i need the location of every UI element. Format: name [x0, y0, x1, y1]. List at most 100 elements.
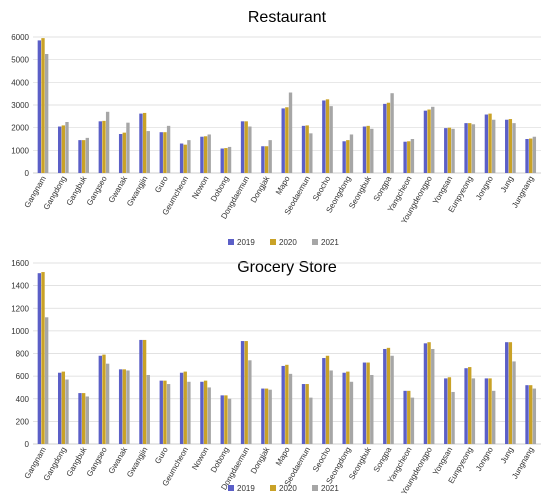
restaurant-legend-swatch-2019	[228, 239, 234, 245]
grocery-legend-label-2020: 2020	[279, 484, 297, 493]
grocery-bar-2020	[488, 378, 492, 444]
grocery-y-tick-label: 1600	[11, 259, 29, 268]
restaurant-y-tick-label: 6000	[11, 33, 29, 42]
grocery-bar-2021	[309, 397, 313, 444]
grocery-bar-2019	[403, 390, 407, 444]
restaurant-bar-2019	[78, 140, 82, 173]
grocery-y-tick-label: 800	[16, 350, 30, 359]
grocery-bar-2021	[532, 388, 537, 444]
restaurant-bar-2020	[386, 102, 391, 173]
restaurant-bar-2020	[427, 109, 431, 173]
restaurant-legend-swatch-2020	[270, 239, 276, 245]
grocery-legend-label-2019: 2019	[237, 484, 255, 493]
grocery-bar-2019	[342, 372, 346, 444]
grocery-bar-2020	[447, 377, 452, 444]
grocery-bar-2019	[98, 355, 102, 444]
grocery-bar-2021	[105, 363, 110, 444]
restaurant-bar-2019	[281, 108, 285, 173]
restaurant-bar-2020	[325, 99, 330, 173]
grocery-bar-2020	[305, 384, 309, 444]
restaurant-bar-2021	[85, 137, 89, 173]
grocery-bar-2019	[78, 393, 82, 444]
grocery-bar-2021	[410, 397, 415, 444]
grocery-bar-2019	[37, 273, 42, 444]
restaurant-bar-2021	[166, 125, 171, 173]
grocery-bar-2019	[505, 342, 509, 444]
restaurant-bar-2020	[244, 121, 248, 173]
restaurant-bar-2019	[505, 119, 509, 173]
grocery-bar-2020	[203, 380, 208, 444]
restaurant-bar-2019	[525, 139, 529, 173]
restaurant-bar-2021	[146, 131, 150, 173]
restaurant-bar-2019	[179, 143, 184, 173]
restaurant-bar-2021	[410, 139, 415, 173]
grocery-bar-2020	[346, 371, 350, 444]
grocery-bar-2020	[366, 362, 370, 444]
restaurant-bar-2020	[61, 125, 66, 173]
grocery-bar-2020	[61, 371, 66, 444]
restaurant-bar-2019	[57, 126, 62, 173]
grocery-bar-2019	[240, 341, 245, 444]
restaurant-x-tick-label: Mapo	[274, 174, 292, 196]
grocery-bar-2021	[471, 378, 476, 444]
restaurant-bar-2020	[508, 119, 513, 173]
restaurant-y-tick-label: 4000	[11, 78, 29, 87]
restaurant-legend-swatch-2021	[312, 239, 318, 245]
grocery-bar-2019	[525, 385, 529, 444]
grocery-bar-2020	[529, 385, 533, 444]
grocery-y-tick-label: 200	[16, 417, 30, 426]
restaurant-bar-2021	[65, 122, 69, 173]
restaurant-bar-2021	[126, 122, 130, 173]
restaurant-bar-2021	[390, 93, 394, 173]
grocery-bar-2019	[322, 358, 326, 444]
grocery-bar-2019	[362, 362, 367, 444]
grocery-bar-2019	[281, 365, 285, 444]
grocery-bar-2019	[383, 348, 387, 444]
grocery-bar-2020	[41, 272, 45, 444]
grocery-bar-2020	[325, 355, 330, 444]
grocery-bar-2019	[301, 384, 306, 444]
restaurant-legend-label-2021: 2021	[321, 238, 339, 247]
grocery-bar-2021	[431, 348, 435, 444]
restaurant-bar-2020	[468, 123, 472, 173]
restaurant-bar-2019	[484, 114, 489, 173]
grocery-y-tick-label: 1400	[11, 282, 29, 291]
restaurant-legend-label-2019: 2019	[237, 238, 255, 247]
restaurant-x-tick-label: Dobong	[209, 174, 231, 203]
restaurant-y-tick-label: 5000	[11, 56, 29, 65]
grocery-legend-swatch-2021	[312, 485, 318, 491]
restaurant-y-tick-label: 2000	[11, 124, 29, 133]
restaurant-bar-2021	[268, 140, 272, 173]
restaurant-bar-2021	[329, 106, 333, 173]
restaurant-bar-2021	[227, 146, 232, 173]
restaurant-bar-2021	[187, 140, 191, 173]
restaurant-bar-2020	[142, 112, 147, 173]
restaurant-bar-2020	[122, 132, 126, 173]
restaurant-bar-2021	[370, 128, 374, 173]
grocery-bar-2021	[187, 381, 191, 444]
grocery-bar-2021	[329, 370, 333, 444]
grocery-x-tick-label: Seocho	[311, 445, 333, 473]
restaurant-bar-2021	[471, 124, 476, 173]
grocery-bar-2020	[142, 339, 147, 444]
restaurant-bar-2019	[98, 121, 102, 173]
restaurant-bar-2019	[118, 134, 123, 173]
grocery-bar-2020	[508, 342, 513, 444]
restaurant-bar-2020	[163, 132, 167, 173]
restaurant-bar-2020	[183, 144, 187, 173]
grocery-bar-2020	[468, 367, 472, 444]
grocery-bar-2020	[407, 390, 411, 444]
grocery-bar-2020	[264, 388, 269, 444]
restaurant-bar-2021	[451, 128, 455, 173]
grocery-bar-2021	[65, 379, 69, 444]
grocery-bar-2019	[179, 372, 184, 444]
restaurant-x-tick-label: Jung	[499, 175, 515, 195]
grocery-y-tick-label: 400	[16, 395, 30, 404]
grocery-bar-2021	[370, 374, 374, 444]
grocery-legend-swatch-2019	[228, 485, 234, 491]
grocery-bar-2019	[261, 388, 265, 444]
restaurant-bar-2020	[41, 38, 45, 173]
restaurant-bar-2021	[349, 134, 354, 173]
grocery-bar-2019	[159, 380, 163, 444]
restaurant-bar-2021	[532, 136, 537, 173]
